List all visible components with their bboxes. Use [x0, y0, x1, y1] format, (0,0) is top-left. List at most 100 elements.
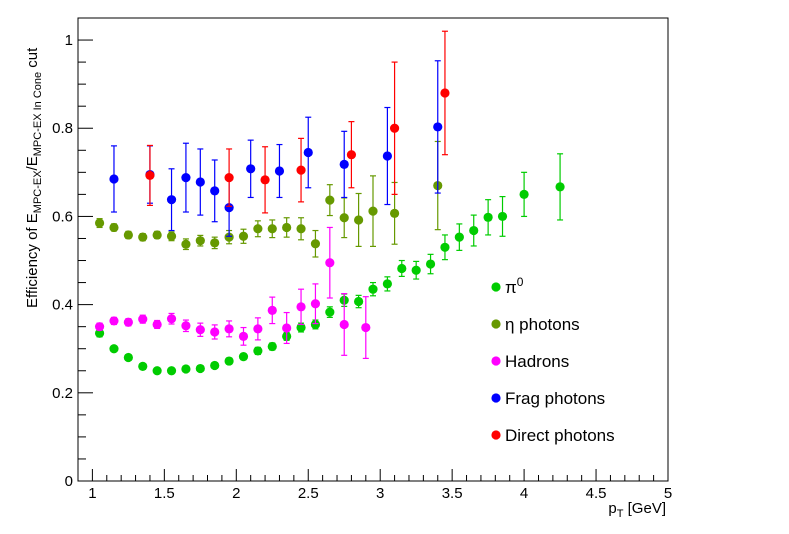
legend-item: Direct photons	[491, 426, 615, 445]
legend-label: π0	[505, 275, 524, 297]
data-point	[238, 352, 249, 362]
data-point	[210, 186, 220, 196]
series-frag-photons	[109, 60, 443, 237]
x-axis-title-unit: [GeV]	[623, 500, 666, 517]
data-point	[274, 166, 285, 176]
data-point	[368, 284, 378, 294]
data-point	[145, 170, 155, 181]
data-point	[325, 195, 335, 205]
y-tick-label: 1	[65, 32, 73, 49]
y-axis-title-suffix: cut	[24, 47, 41, 72]
data-point	[94, 328, 105, 338]
data-point	[483, 212, 493, 222]
data-point	[195, 363, 205, 374]
data-point	[296, 165, 306, 175]
y-tick-label: 0.4	[52, 297, 73, 314]
y-axis-title: Efficiency of EMPC-EX/EMPC-EX In Cone cu…	[24, 47, 44, 308]
x-tick-label: 1	[88, 485, 96, 502]
data-point	[109, 222, 119, 233]
data-point	[296, 322, 306, 333]
data-point	[282, 323, 292, 333]
legend-label-text: π	[505, 278, 517, 297]
data-point	[224, 356, 234, 366]
plot-frame	[77, 17, 669, 482]
data-point	[310, 319, 321, 330]
y-tick-label: 0.2	[52, 385, 73, 402]
data-point	[123, 352, 133, 363]
series-hadrons	[94, 226, 371, 360]
legend-item: π0	[491, 275, 524, 297]
x-axis: 1 1.5 2 2.5 3 3.5 4 4.5 5	[88, 469, 672, 502]
data-point	[339, 159, 349, 169]
data-point	[389, 208, 400, 218]
data-point	[195, 236, 205, 246]
x-tick-label: 1.5	[154, 485, 175, 502]
legend-label-text: Hadrons	[505, 352, 569, 371]
data-point	[310, 299, 321, 309]
legend-label-text: Frag photons	[505, 389, 605, 408]
series-direct-photons	[145, 30, 450, 214]
data-point	[454, 232, 464, 242]
data-point	[368, 206, 378, 216]
y-tick-label: 0.6	[52, 208, 73, 225]
data-point	[109, 174, 119, 184]
data-point	[253, 324, 263, 334]
data-point	[123, 230, 133, 240]
series-η-photons	[94, 140, 443, 258]
data-point	[181, 239, 191, 249]
data-point	[224, 203, 234, 213]
data-point	[382, 279, 392, 289]
y-tick-label: 0.8	[52, 120, 73, 137]
data-point	[181, 364, 191, 374]
y-axis-title-mid: /E	[24, 156, 41, 170]
legend-marker	[491, 393, 501, 403]
data-point	[397, 263, 407, 274]
data-point	[354, 296, 364, 307]
data-point	[152, 366, 162, 376]
data-point	[469, 225, 479, 236]
x-tick-label: 4	[520, 485, 528, 502]
data-point	[260, 175, 270, 185]
data-point	[339, 319, 349, 330]
legend-label-sup: 0	[517, 275, 524, 289]
legend-label-text: Direct photons	[505, 426, 615, 445]
data-point	[94, 218, 105, 228]
data-point	[123, 317, 133, 327]
data-series	[94, 30, 565, 376]
x-tick-label: 2.5	[298, 485, 319, 502]
x-tick-label: 3	[376, 485, 384, 502]
data-point	[253, 224, 263, 234]
data-point	[224, 324, 234, 334]
data-point	[411, 265, 421, 275]
data-point	[267, 305, 277, 315]
data-point	[166, 231, 177, 241]
legend-item: Frag photons	[491, 389, 605, 408]
data-point	[282, 222, 292, 233]
data-point	[181, 321, 191, 331]
data-point	[555, 182, 565, 192]
x-axis-title: pT [GeV]	[608, 500, 666, 520]
x-axis-title-main: p	[608, 500, 616, 517]
data-point	[253, 346, 263, 356]
data-point	[519, 189, 529, 199]
data-point	[195, 325, 205, 335]
y-axis: 0 0.2 0.4 0.6 0.8 1	[52, 32, 93, 490]
x-tick-label: 5	[664, 485, 672, 502]
data-point	[138, 232, 148, 242]
data-point	[152, 230, 162, 240]
data-point	[109, 316, 119, 326]
data-point	[210, 238, 220, 248]
data-point	[246, 164, 256, 174]
data-point	[166, 195, 177, 205]
y-tick-label: 0	[65, 473, 73, 490]
data-point	[224, 173, 234, 183]
legend-label: Hadrons	[505, 352, 569, 371]
data-point	[296, 302, 306, 312]
data-point	[389, 123, 400, 133]
data-point	[267, 224, 277, 234]
legend-label: η photons	[505, 315, 580, 334]
data-point	[296, 224, 306, 234]
data-point	[346, 150, 357, 160]
legend-marker	[491, 430, 501, 440]
